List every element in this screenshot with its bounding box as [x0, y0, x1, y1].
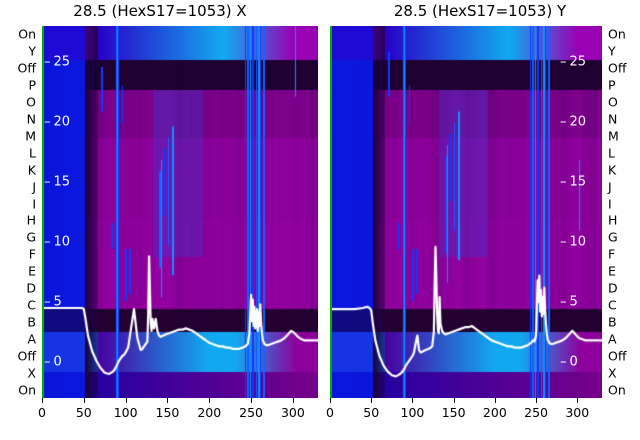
- x-tick-label-50: 50: [75, 405, 92, 420]
- category-label-n-5: N: [26, 111, 36, 127]
- x-tick-mark-100: [412, 398, 414, 403]
- category-label-f-13: F: [28, 246, 36, 262]
- x-tick-mark-50: [83, 398, 85, 403]
- heatmap-canvas-y: [330, 26, 602, 398]
- category-label-b-17: B: [27, 314, 36, 330]
- category-label-m-6: M: [25, 128, 36, 144]
- x-tick-label-150: 150: [441, 405, 466, 420]
- category-label-y-1: Y: [28, 43, 36, 59]
- category-label-o-4: O: [26, 94, 36, 110]
- category-label-off-2: Off: [17, 60, 36, 76]
- axes-edge-line: [42, 26, 44, 398]
- category-label-j-9: J: [32, 179, 36, 195]
- axes-edge-line: [330, 26, 332, 398]
- x-tick-mark-300: [292, 398, 294, 403]
- x-tick-label-100: 100: [400, 405, 425, 420]
- x-tick-mark-200: [209, 398, 211, 403]
- category-label-h-11: H: [26, 212, 36, 228]
- x-tick-label-50: 50: [363, 405, 380, 420]
- category-label-k-8: K: [27, 162, 36, 178]
- x-tick-label-300: 300: [280, 405, 305, 420]
- category-label-p-3: P: [28, 77, 36, 93]
- heatmap-axes-y[interactable]: [330, 26, 602, 398]
- x-tick-label-200: 200: [197, 405, 222, 420]
- category-label-x-20: X: [27, 365, 36, 381]
- x-tick-mark-150: [453, 398, 455, 403]
- x-tick-mark-200: [494, 398, 496, 403]
- x-tick-label-150: 150: [155, 405, 180, 420]
- x-tick-mark-150: [167, 398, 169, 403]
- x-tick-label-300: 300: [565, 405, 590, 420]
- x-tick-mark-300: [577, 398, 579, 403]
- category-label-g-12: G: [26, 229, 36, 245]
- x-tick-label-250: 250: [239, 405, 264, 420]
- x-axis-right: 0 50 100 150 200 250 300: [326, 398, 602, 438]
- x-tick-label-250: 250: [524, 405, 548, 420]
- panel-x-title: 28.5 (HexS17=1053) X: [73, 2, 247, 20]
- category-label-d-15: D: [26, 280, 36, 296]
- category-label-c-16: C: [27, 297, 36, 313]
- x-tick-label-100: 100: [113, 405, 138, 420]
- panel-y: 28.5 (HexS17=1053) Y: [320, 0, 640, 440]
- heatmap-canvas-x: [42, 26, 318, 398]
- category-labels-left: On Y Off P O N M L K J I H G F E D C B A Off X On: [2, 26, 38, 398]
- x-tick-mark-0: [330, 398, 331, 403]
- x-tick-label-0: 0: [38, 405, 46, 420]
- x-axis-left: 0 50 100 150 200 250 300: [38, 398, 318, 438]
- category-label-e-14: E: [28, 263, 36, 279]
- category-label-on-0: On: [18, 26, 36, 42]
- category-label-i-10: I: [32, 196, 36, 212]
- heatmap-axes-x[interactable]: [42, 26, 318, 398]
- panel-x: 28.5 (HexS17=1053) X –0–5–10–15–20–25 On…: [2, 2, 318, 438]
- x-tick-label-0: 0: [326, 405, 334, 420]
- x-tick-mark-250: [251, 398, 253, 403]
- category-label-off-19: Off: [17, 348, 36, 364]
- x-tick-mark-0: [42, 398, 43, 403]
- x-tick-mark-100: [125, 398, 127, 403]
- x-tick-mark-50: [371, 398, 373, 403]
- x-tick-label-200: 200: [482, 405, 507, 420]
- panel-y-title: 28.5 (HexS17=1053) Y: [393, 2, 567, 20]
- category-label-l-7: L: [29, 145, 36, 161]
- x-tick-mark-250: [536, 398, 538, 403]
- category-label-a-18: A: [27, 331, 36, 347]
- category-label-on-21: On: [18, 382, 36, 398]
